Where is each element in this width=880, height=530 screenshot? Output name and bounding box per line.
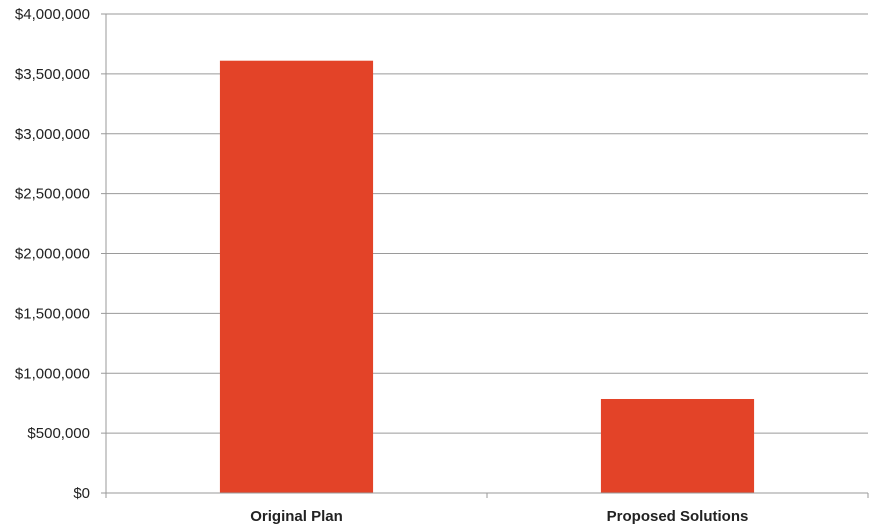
bars [219,60,755,493]
y-tick-label: $4,000,000 [15,6,90,23]
y-tick-label: $2,000,000 [15,246,90,263]
x-category-label: Original Plan [250,508,343,525]
x-category-label: Proposed Solutions [607,508,749,525]
y-tick-label: $3,000,000 [15,126,90,143]
y-tick-label: $1,500,000 [15,305,90,322]
bar-proposed-solutions [600,398,755,493]
y-tick-label: $1,000,000 [15,365,90,382]
labels: $0 $500,000 $1,000,000 $1,500,000 $2,000,000… [15,6,748,525]
bar-original-plan [219,60,374,493]
y-tick-label: $3,500,000 [15,66,90,83]
y-tick-label: $0 [73,485,90,502]
axes [101,13,869,498]
y-tick-label: $2,500,000 [15,186,90,203]
y-tick-label: $500,000 [27,425,90,442]
